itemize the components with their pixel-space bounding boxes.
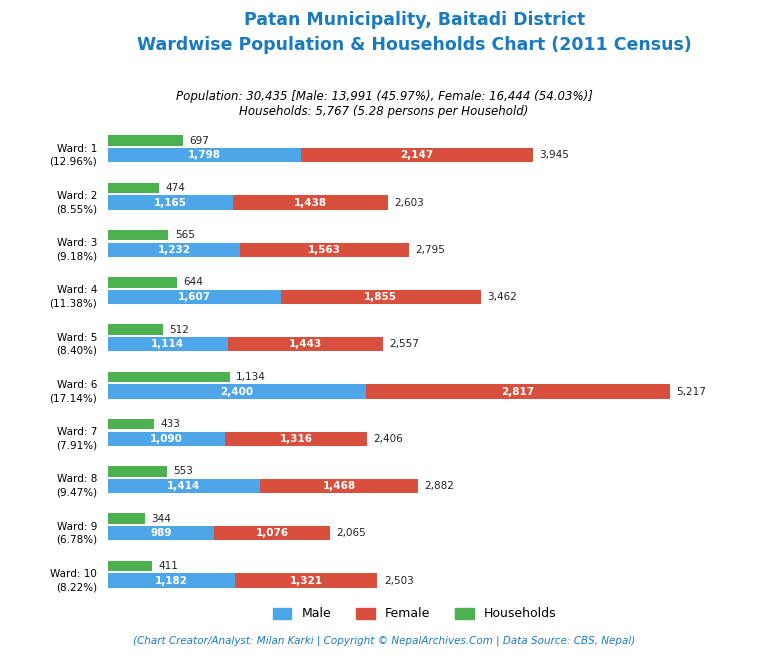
- Text: 3,945: 3,945: [539, 151, 569, 161]
- Text: 1,855: 1,855: [364, 292, 397, 302]
- Bar: [108, 479, 260, 493]
- Bar: [108, 182, 159, 193]
- Text: 1,438: 1,438: [294, 198, 327, 208]
- Text: 1,232: 1,232: [157, 245, 190, 255]
- Bar: [108, 526, 214, 540]
- Bar: [214, 526, 330, 540]
- Bar: [235, 573, 377, 587]
- Bar: [108, 242, 240, 257]
- Text: 1,468: 1,468: [323, 481, 356, 491]
- Text: 2,503: 2,503: [384, 575, 413, 585]
- Bar: [108, 561, 152, 571]
- Text: 433: 433: [161, 419, 180, 429]
- Text: 474: 474: [165, 183, 185, 193]
- Text: 644: 644: [184, 278, 204, 288]
- Bar: [227, 337, 383, 352]
- Text: (Chart Creator/Analyst: Milan Karki | Copyright © NepalArchives.Com | Data Sourc: (Chart Creator/Analyst: Milan Karki | Co…: [133, 635, 635, 646]
- Bar: [260, 479, 418, 493]
- Bar: [108, 384, 366, 399]
- Bar: [108, 149, 301, 163]
- Text: 2,400: 2,400: [220, 386, 253, 396]
- Bar: [108, 337, 227, 352]
- Text: 565: 565: [175, 230, 195, 240]
- Bar: [240, 242, 409, 257]
- Text: 512: 512: [169, 324, 189, 334]
- Text: 1,321: 1,321: [290, 575, 323, 585]
- Bar: [301, 149, 533, 163]
- Text: Households: 5,767 (5.28 persons per Household): Households: 5,767 (5.28 persons per Hous…: [240, 105, 528, 119]
- Text: 989: 989: [150, 528, 171, 538]
- Text: 5,217: 5,217: [677, 386, 707, 396]
- Text: 2,557: 2,557: [389, 339, 419, 349]
- Bar: [281, 290, 481, 304]
- Text: 1,076: 1,076: [256, 528, 289, 538]
- Title: Patan Municipality, Baitadi District
Wardwise Population & Households Chart (201: Patan Municipality, Baitadi District War…: [137, 11, 692, 55]
- Text: 2,817: 2,817: [502, 386, 535, 396]
- Bar: [233, 195, 388, 210]
- Bar: [108, 290, 281, 304]
- Bar: [366, 384, 670, 399]
- Text: 3,462: 3,462: [487, 292, 517, 302]
- Bar: [108, 372, 230, 382]
- Text: 2,406: 2,406: [373, 434, 403, 444]
- Text: 344: 344: [151, 513, 171, 523]
- Text: 553: 553: [174, 466, 194, 476]
- Text: 1,414: 1,414: [167, 481, 200, 491]
- Text: 2,147: 2,147: [400, 151, 434, 161]
- Text: 1,443: 1,443: [289, 339, 322, 349]
- Text: 1,182: 1,182: [154, 575, 187, 585]
- Text: 2,882: 2,882: [425, 481, 455, 491]
- Text: 2,603: 2,603: [395, 198, 424, 208]
- Bar: [108, 466, 167, 477]
- Bar: [108, 324, 163, 335]
- Text: Population: 30,435 [Male: 13,991 (45.97%), Female: 16,444 (54.03%)]: Population: 30,435 [Male: 13,991 (45.97%…: [176, 90, 592, 103]
- Text: 1,316: 1,316: [280, 434, 313, 444]
- Bar: [108, 513, 144, 524]
- Text: 1,563: 1,563: [308, 245, 341, 255]
- Bar: [108, 432, 225, 446]
- Text: 2,065: 2,065: [336, 528, 366, 538]
- Bar: [108, 135, 183, 146]
- Text: 1,607: 1,607: [177, 292, 210, 302]
- Bar: [108, 277, 177, 288]
- Text: 411: 411: [158, 561, 178, 571]
- Text: 1,798: 1,798: [188, 151, 221, 161]
- Bar: [225, 432, 367, 446]
- Bar: [108, 195, 233, 210]
- Legend: Male, Female, Households: Male, Female, Households: [266, 601, 563, 627]
- Text: 1,165: 1,165: [154, 198, 187, 208]
- Bar: [108, 573, 235, 587]
- Bar: [108, 419, 154, 430]
- Text: 1,090: 1,090: [150, 434, 183, 444]
- Text: 1,114: 1,114: [151, 339, 184, 349]
- Bar: [108, 230, 168, 240]
- Text: 697: 697: [189, 136, 209, 146]
- Text: 1,134: 1,134: [237, 372, 266, 382]
- Text: 2,795: 2,795: [415, 245, 445, 255]
